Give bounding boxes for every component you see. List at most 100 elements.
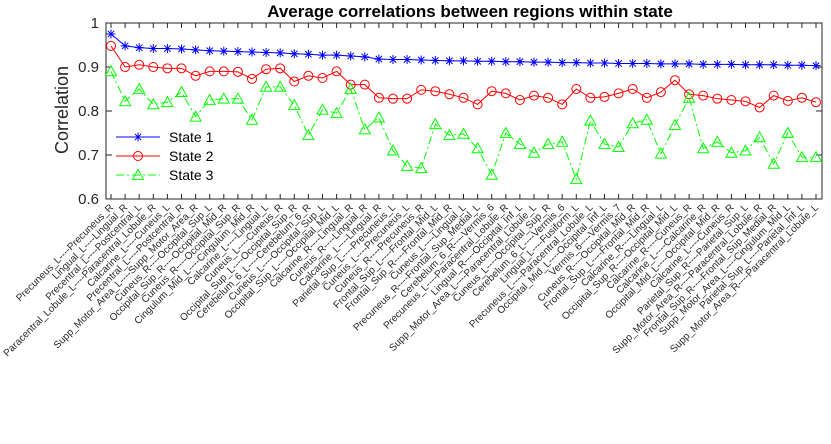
data-point-triangle (175, 85, 188, 97)
data-point-asterisk (628, 58, 638, 68)
y-axis-ticks: 0.6 0.7 0.8 0.9 1 (78, 15, 822, 208)
data-point-asterisk (543, 57, 553, 67)
legend: State 1 State 2 State 3 (116, 129, 214, 183)
data-point-circle (134, 59, 145, 70)
data-point-triangle (358, 122, 372, 135)
y-tick-label: 0.7 (78, 147, 99, 164)
data-point-circle (670, 75, 680, 86)
data-point-asterisk (571, 58, 581, 68)
data-point-asterisk (106, 29, 116, 39)
data-point-circle (782, 95, 793, 106)
legend-label: State 3 (169, 167, 214, 183)
data-point-asterisk (515, 57, 525, 67)
data-point-triangle (287, 98, 301, 111)
data-point-asterisk (755, 60, 765, 70)
series-2 (106, 40, 821, 113)
data-point-circle (359, 79, 370, 90)
data-point-triangle (104, 64, 118, 77)
data-point-asterisk (430, 55, 440, 65)
data-point-circle (458, 92, 469, 103)
data-point-triangle (344, 82, 358, 94)
data-point-asterisk (205, 46, 215, 56)
data-point-circle (133, 151, 143, 161)
data-point-circle (317, 73, 328, 83)
data-point-circle (204, 66, 215, 77)
legend-label: State 1 (169, 129, 214, 145)
data-point-triangle (217, 92, 231, 104)
data-point-triangle (654, 147, 668, 159)
data-point-triangle (513, 137, 527, 149)
data-point-circle (641, 92, 652, 103)
data-point-triangle (231, 92, 245, 104)
data-point-asterisk (698, 59, 708, 69)
data-point-triangle (414, 161, 428, 174)
data-point-asterisk (134, 43, 144, 53)
data-point-asterisk (289, 49, 299, 59)
data-point-triangle (400, 159, 414, 171)
data-point-circle (768, 90, 779, 101)
data-point-asterisk (585, 58, 595, 68)
data-point-triangle (584, 114, 597, 126)
data-point-asterisk (614, 58, 624, 68)
data-point-asterisk (133, 132, 143, 142)
data-point-circle (289, 76, 300, 87)
data-point-asterisk (487, 56, 497, 66)
data-point-asterisk (726, 59, 736, 69)
data-point-triangle (725, 146, 738, 158)
data-point-asterisk (374, 54, 384, 64)
data-point-triangle (640, 113, 654, 125)
data-point-circle (261, 64, 272, 75)
data-point-circle (698, 90, 709, 101)
data-point-asterisk (303, 49, 313, 59)
data-point-triangle (428, 117, 442, 130)
data-point-triangle (569, 172, 583, 185)
data-point-asterisk (275, 48, 285, 58)
data-point-circle (543, 92, 554, 103)
data-point-circle (754, 102, 765, 113)
data-point-circle (190, 70, 201, 81)
data-point-asterisk (529, 57, 539, 67)
data-point-circle (486, 86, 497, 97)
data-point-circle (627, 84, 638, 94)
data-point-asterisk (233, 47, 243, 57)
data-point-triangle (273, 80, 287, 92)
data-point-asterisk (557, 58, 567, 68)
data-point-circle (599, 91, 610, 102)
data-point-circle (162, 63, 173, 74)
plot-area (105, 22, 823, 200)
data-point-circle (388, 93, 398, 104)
data-point-circle (796, 92, 807, 103)
data-point-asterisk (741, 60, 750, 70)
data-point-triangle (753, 130, 766, 143)
data-point-asterisk (769, 60, 779, 70)
y-axis-label: Correlation (52, 66, 72, 154)
data-point-circle (472, 99, 483, 110)
data-point-triangle (781, 126, 795, 138)
data-point-asterisk (459, 56, 468, 66)
data-point-asterisk (162, 44, 172, 54)
y-tick-label: 0.6 (78, 191, 99, 208)
axes-box (105, 22, 823, 200)
data-point-asterisk (318, 50, 327, 60)
data-point-circle (106, 40, 116, 51)
data-point-circle (303, 70, 314, 81)
legend-label: State 2 (169, 148, 214, 164)
data-point-asterisk (811, 61, 821, 71)
data-point-circle (247, 73, 257, 84)
data-point-circle (655, 87, 666, 98)
data-point-circle (373, 92, 384, 103)
data-point-circle (811, 97, 821, 108)
data-point-circle (514, 95, 525, 105)
data-point-triangle (626, 116, 640, 129)
data-point-circle (402, 93, 413, 104)
data-point-triangle (541, 137, 555, 149)
data-point-triangle (316, 103, 329, 115)
data-point-triangle (809, 150, 823, 163)
data-point-triangle (555, 135, 569, 147)
data-point-circle (712, 93, 723, 104)
data-point-triangle (132, 82, 146, 94)
data-point-triangle (710, 135, 724, 147)
data-point-triangle (457, 127, 470, 139)
data-point-circle (176, 63, 187, 74)
data-point-asterisk (656, 59, 666, 69)
